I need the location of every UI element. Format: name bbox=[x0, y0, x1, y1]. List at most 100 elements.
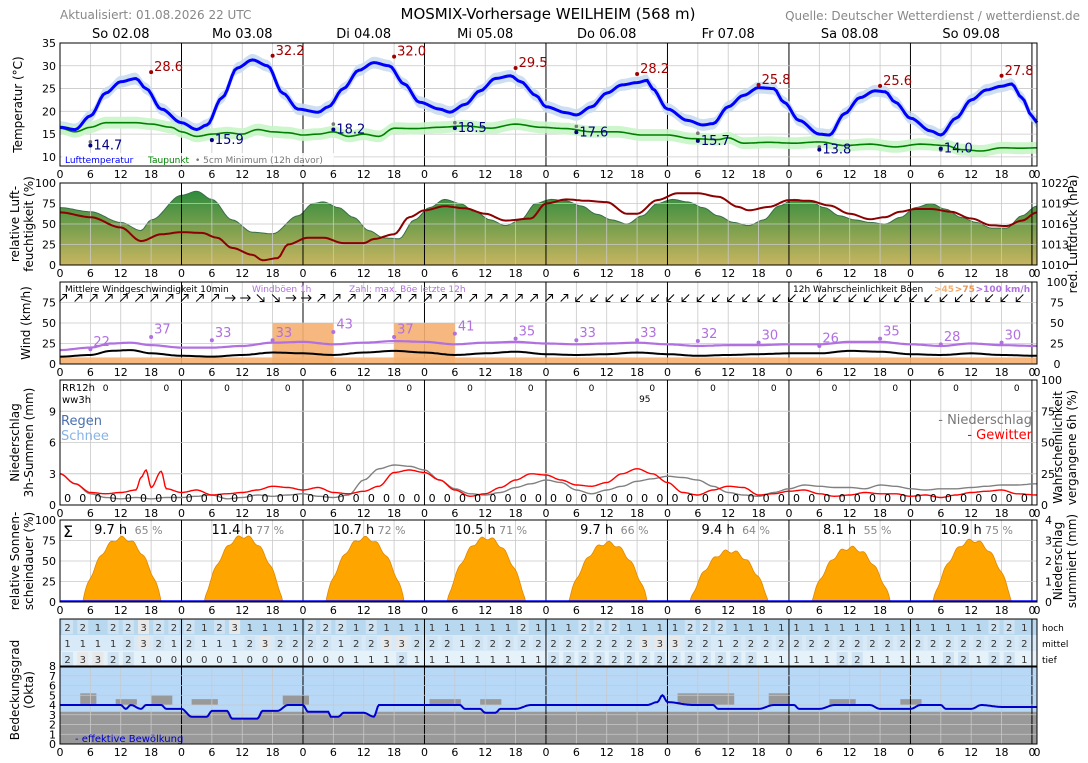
cloud-cell-value: 1 bbox=[566, 623, 572, 634]
wind-arrow-head bbox=[772, 297, 778, 303]
cloud-ytick: 7 bbox=[49, 670, 56, 683]
cloud-cell-value: 2 bbox=[429, 639, 435, 650]
wind-right-ytick: 25 bbox=[1050, 338, 1064, 351]
max-gust-point bbox=[513, 336, 518, 341]
wind-arrow-shaft bbox=[864, 294, 872, 302]
wind-arrow-shaft bbox=[636, 294, 644, 302]
precip-zero-label: 0 bbox=[520, 492, 527, 505]
cloud-cell-value: 0 bbox=[171, 655, 177, 666]
cloud-cell-value: 1 bbox=[277, 623, 283, 634]
temp-ytick: 25 bbox=[42, 83, 56, 96]
sun-hour-tick: 18 bbox=[387, 604, 401, 617]
wind-direction-arrow bbox=[332, 293, 341, 302]
ww3h-marker: 95 bbox=[639, 395, 650, 405]
soil-min-point bbox=[453, 120, 457, 125]
precip-hour-tick: 0 bbox=[907, 507, 914, 520]
cloud-gray-block bbox=[115, 699, 137, 705]
wind-hour-tick: 18 bbox=[752, 366, 766, 379]
wind-arrow-head bbox=[970, 297, 975, 303]
cloud-cell-value: 2 bbox=[778, 639, 784, 650]
cloud-cell-value: 2 bbox=[323, 623, 329, 634]
wind-arrow-head bbox=[605, 297, 611, 303]
cloud-cell-value: 1 bbox=[262, 623, 268, 634]
cloud-cell-value: 2 bbox=[702, 655, 708, 666]
hum-right-ytick: 1022 bbox=[1041, 177, 1069, 190]
cloud-cell-value: 1 bbox=[976, 623, 982, 634]
wind-arrow-head bbox=[350, 293, 356, 299]
soil-min-point bbox=[574, 124, 579, 129]
precip-hour-tick: 18 bbox=[266, 507, 280, 520]
precip-zero-label: 0 bbox=[1021, 492, 1028, 505]
hum-hour-tick: 0 bbox=[1028, 267, 1035, 280]
wind-hour-tick: 6 bbox=[330, 366, 337, 379]
wind-arrow-shaft bbox=[666, 294, 675, 302]
cloud-cell-value: 1 bbox=[657, 623, 663, 634]
hum-hour-tick: 12 bbox=[964, 267, 978, 280]
temperature-line bbox=[59, 58, 1039, 137]
wind-arrow-shaft bbox=[621, 294, 629, 302]
rr12h-value: 0 bbox=[832, 384, 838, 394]
cloud-cell-value: 2 bbox=[566, 639, 572, 650]
cloud-cell-value: 1 bbox=[945, 623, 951, 634]
max-temp-label: 28.6 bbox=[154, 60, 183, 75]
wind-arrow-shaft bbox=[924, 294, 933, 302]
wind-mean-line bbox=[60, 349, 1037, 358]
cloud-cell-value: 2 bbox=[717, 655, 723, 666]
cloud-cell bbox=[639, 652, 651, 666]
wind-arrow-shaft bbox=[378, 294, 386, 302]
cloud-gray-area bbox=[60, 711, 1037, 744]
wind-direction-arrow bbox=[59, 293, 68, 302]
cloud-cell bbox=[1003, 620, 1015, 634]
cloud-cell bbox=[912, 636, 924, 650]
wind-arrow-shaft bbox=[955, 294, 963, 302]
wind-direction-arrow bbox=[651, 294, 660, 303]
min-temp-point bbox=[574, 130, 579, 135]
wind-hour-tick: 18 bbox=[873, 366, 887, 379]
cloud-cell-value: 1 bbox=[824, 623, 830, 634]
cloud-cell-value: 2 bbox=[839, 655, 845, 666]
precip-zero-label: 0 bbox=[489, 492, 496, 505]
precip-zero-label: 0 bbox=[596, 492, 603, 505]
wind-arrow-head bbox=[939, 297, 945, 303]
hum-hour-tick: 12 bbox=[478, 267, 492, 280]
temp-hour-tick: 0 bbox=[785, 168, 792, 181]
cloud-cell bbox=[548, 652, 560, 666]
cloud-cell-value: 2 bbox=[566, 655, 572, 666]
precip-zero-label: 0 bbox=[246, 492, 253, 505]
wind-hour-tick: 6 bbox=[87, 366, 94, 379]
wind-direction-arrow bbox=[787, 294, 796, 303]
precip-hour-tick: 0 bbox=[421, 507, 428, 520]
ww3h-label: ww3h bbox=[62, 395, 91, 406]
cloud-hour-tick: 18 bbox=[509, 746, 523, 759]
cloud-cell bbox=[639, 636, 651, 650]
day-label: So 02.08 bbox=[92, 27, 150, 42]
wind-arrow-head bbox=[1015, 297, 1021, 303]
wind-direction-arrow bbox=[347, 293, 356, 302]
precip-hour-tick: 18 bbox=[752, 507, 766, 520]
max-temp-point bbox=[635, 71, 640, 76]
day-label: Do 06.08 bbox=[577, 27, 636, 42]
cloud-cell-value: 1 bbox=[626, 623, 632, 634]
cloud-cell bbox=[958, 636, 970, 650]
cloud-row-bg bbox=[60, 619, 1037, 635]
max-gust-point bbox=[878, 336, 883, 341]
cloud-cell-value: 1 bbox=[64, 639, 70, 650]
wind-hour-tick: 0 bbox=[664, 366, 671, 379]
cloud-cell bbox=[942, 636, 954, 650]
cloud-ytick: 5 bbox=[49, 689, 56, 702]
wind-arrow-head bbox=[620, 297, 626, 303]
rr12h-value: 0 bbox=[589, 384, 595, 394]
hum-hour-tick: 12 bbox=[235, 267, 249, 280]
cloud-rows-frame bbox=[59, 618, 1038, 668]
hum-hour-tick: 0 bbox=[1034, 267, 1041, 280]
hum-hour-tick: 0 bbox=[299, 267, 306, 280]
cloud-cell-value: 1 bbox=[231, 639, 237, 650]
cloud-cell-value: 2 bbox=[930, 639, 936, 650]
precip-axis-label: Niederschlag 3h-Summen (mm) bbox=[8, 388, 36, 498]
wind-direction-arrow bbox=[317, 293, 326, 302]
cloud-cell-value: 0 bbox=[323, 655, 329, 666]
cloud-cell bbox=[548, 636, 560, 650]
wind-arrow-head bbox=[138, 293, 143, 299]
wind-hour-tick: 12 bbox=[478, 366, 492, 379]
temp-hour-tick: 0 bbox=[178, 168, 185, 181]
